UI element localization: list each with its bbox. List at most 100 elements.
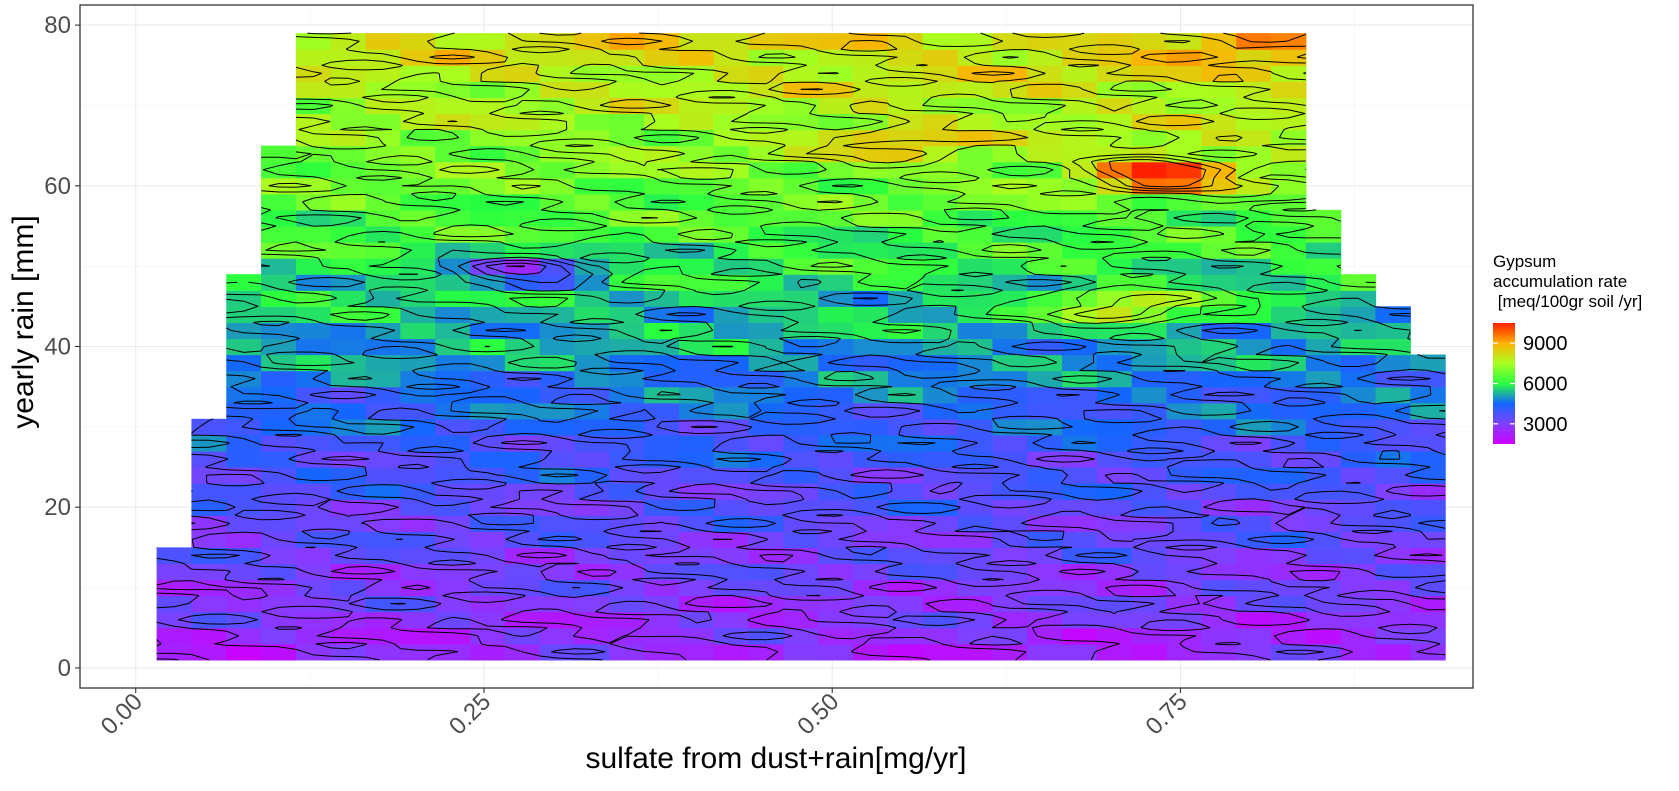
contour-segment — [603, 554, 610, 559]
heatmap-tile — [713, 579, 750, 597]
contour-segment — [1120, 273, 1132, 275]
contour-segment — [522, 543, 540, 547]
contour-segment — [1014, 626, 1028, 629]
contour-segment — [260, 346, 265, 352]
heatmap-tile — [1027, 370, 1063, 388]
contour-segment — [243, 474, 252, 476]
contour-segment — [957, 563, 976, 570]
contour-segment — [635, 310, 645, 315]
contour-segment — [678, 579, 696, 584]
heatmap-tile — [678, 499, 715, 516]
contour-segment — [1386, 377, 1393, 380]
contour-segment — [738, 305, 749, 309]
contour-segment — [835, 261, 854, 267]
contour-segment — [748, 645, 767, 648]
contour-segment — [522, 338, 535, 347]
heatmap-tile — [1375, 467, 1411, 484]
contour-segment — [643, 235, 653, 243]
contour-segment — [609, 273, 613, 277]
heatmap-tile — [1236, 338, 1272, 356]
contour-segment — [556, 378, 573, 386]
contour-segment — [539, 539, 558, 542]
contour-segment — [696, 321, 707, 323]
contour-segment — [887, 366, 898, 372]
contour-segment — [759, 554, 767, 556]
contour-segment — [661, 467, 680, 473]
heatmap-tile — [853, 97, 889, 115]
contour-segment — [870, 297, 878, 299]
contour-segment — [929, 485, 941, 492]
contour-segment — [1323, 313, 1330, 315]
contour-segment — [818, 281, 822, 285]
heatmap-tile — [1131, 595, 1168, 613]
contour-segment — [1044, 433, 1053, 436]
contour-segment — [1044, 497, 1052, 500]
contour-segment — [689, 407, 697, 412]
contour-segment — [957, 525, 976, 531]
contour-segment — [1096, 375, 1112, 380]
contour-segment — [1410, 553, 1428, 556]
contour-segment — [1108, 498, 1115, 500]
contour-segment — [678, 234, 697, 240]
contour-segment — [295, 504, 314, 507]
contour-segment — [1270, 437, 1289, 442]
heatmap-tile — [330, 258, 367, 275]
heatmap-tile — [470, 563, 506, 581]
contour-segment — [1340, 524, 1359, 527]
contour-segment — [940, 623, 958, 626]
contour-segment — [696, 329, 714, 336]
contour-segment — [825, 635, 836, 639]
contour-segment — [1218, 607, 1237, 612]
heatmap-tile — [330, 627, 367, 645]
contour-segment — [765, 522, 776, 527]
contour-segment — [1114, 554, 1128, 558]
contour-segment — [173, 603, 189, 608]
contour-segment — [452, 487, 471, 490]
heatmap-tile — [957, 49, 994, 66]
contour-segment — [522, 433, 540, 435]
contour-segment — [452, 551, 471, 554]
contour-segment — [1305, 349, 1324, 353]
contour-segment — [1035, 456, 1045, 460]
contour-segment — [1236, 428, 1254, 432]
contour-segment — [905, 621, 923, 626]
contour-segment — [348, 637, 366, 640]
contour-segment — [1288, 344, 1294, 347]
contour-segment — [1009, 474, 1020, 479]
contour-segment — [1044, 525, 1063, 528]
contour-segment — [230, 329, 244, 334]
heatmap-tile — [539, 322, 576, 340]
contour-segment — [922, 346, 941, 352]
contour-segment — [504, 560, 522, 564]
contour-segment — [1427, 643, 1441, 650]
heatmap-tile — [330, 402, 367, 420]
contour-segment — [952, 448, 958, 452]
contour-segment — [295, 301, 314, 304]
heatmap-tile — [226, 595, 262, 613]
contour-segment — [783, 549, 801, 551]
contour-segment — [208, 524, 227, 530]
contour-segment — [609, 350, 627, 353]
contour-segment — [1295, 386, 1306, 389]
contour-segment — [1027, 464, 1041, 468]
contour-segment — [556, 436, 575, 442]
heatmap-tile — [887, 306, 924, 323]
contour-segment — [487, 385, 491, 388]
contour-segment — [496, 289, 506, 293]
contour-segment — [579, 367, 592, 372]
contour-segment — [1027, 258, 1045, 263]
contour-segment — [1236, 394, 1254, 397]
contour-segment — [905, 470, 923, 476]
contour-segment — [330, 606, 349, 612]
contour-segment — [678, 393, 681, 396]
contour-segment — [437, 249, 453, 259]
heatmap-tile — [1375, 483, 1411, 500]
contour-segment — [1270, 591, 1280, 597]
contour-segment — [815, 578, 819, 580]
contour-segment — [546, 579, 558, 583]
contour-segment — [365, 519, 384, 522]
contour-segment — [469, 334, 488, 337]
contour-segment — [640, 623, 645, 629]
contour-segment — [522, 440, 540, 443]
contour-segment — [208, 499, 227, 505]
